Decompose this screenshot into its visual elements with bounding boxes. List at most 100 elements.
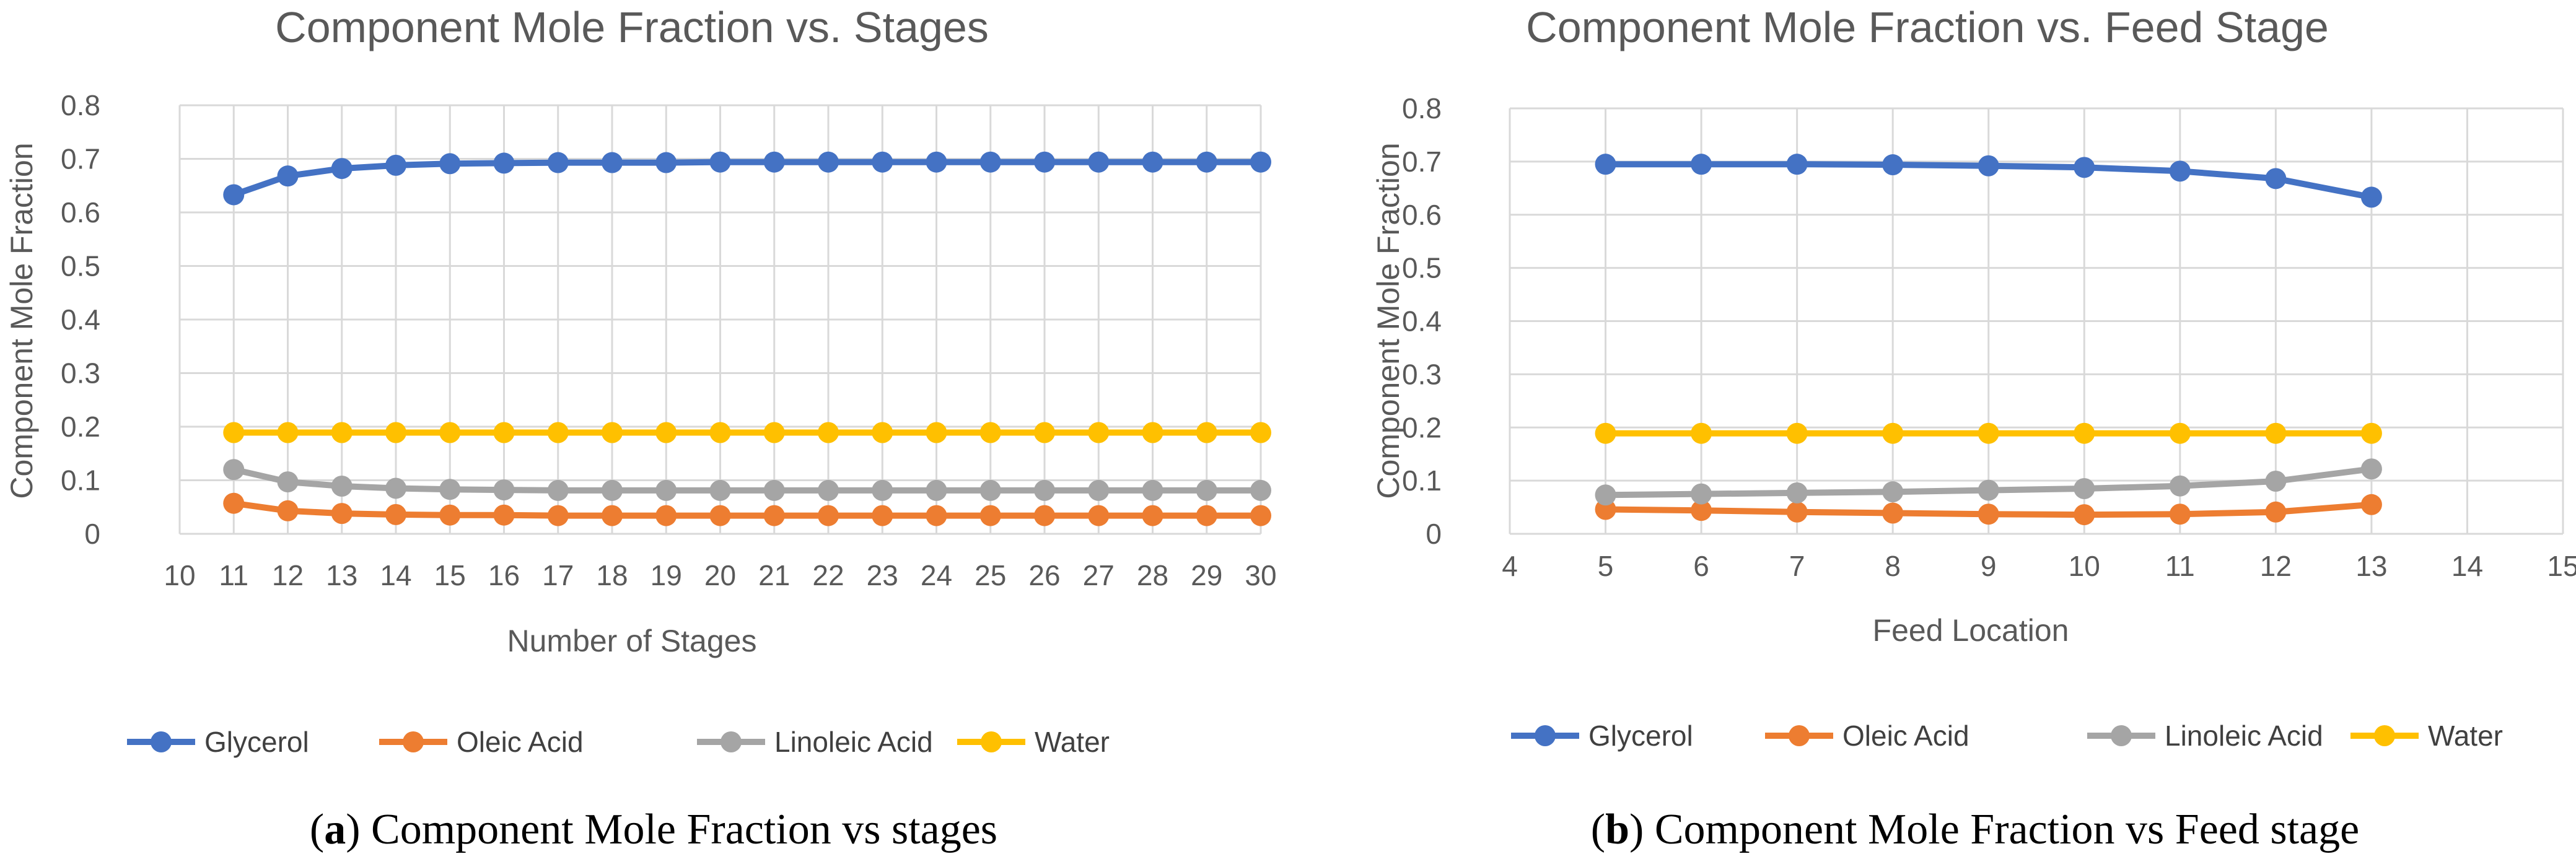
data-point-glycerol [1196,151,1217,173]
data-point-water [1196,422,1217,443]
data-point-glycerol [331,158,353,180]
data-point-glycerol [818,151,839,173]
data-point-glycerol [1786,154,1808,175]
data-point-water [1978,422,1999,444]
data-point-linoleic-acid [1250,479,1271,501]
data-point-linoleic-acid [655,479,677,501]
legend: Glycerol Oleic Acid Linoleic Acid Water [1511,720,2503,752]
data-point-linoleic-acid [1034,479,1055,501]
caption-text: Component Mole Fraction vs Feed stage [1655,806,2359,853]
data-point-linoleic-acid [1978,479,1999,501]
data-point-oleic-acid [2169,503,2191,525]
y-tick-label: 0.4 [1402,305,1442,338]
legend-marker-water [981,731,1002,752]
caption-text: Component Mole Fraction vs stages [371,806,997,853]
x-tick-label: 12 [2260,550,2292,582]
tick-labels: 0 0.1 0.2 0.3 0.4 0.5 0.6 0.7 0.8 10 11 12 13 14 15 16 1… [61,89,1277,591]
x-tick-label: 24 [921,559,952,591]
x-tick-label: 13 [326,559,357,591]
data-point-oleic-acid [2074,504,2095,526]
y-tick-label: 0.6 [1402,199,1442,231]
data-point-glycerol [2169,160,2191,182]
x-tick-label: 26 [1028,559,1060,591]
data-point-water [1691,422,1712,444]
data-point-linoleic-acid [331,476,353,497]
y-tick-label: 0.5 [1402,252,1442,284]
data-point-glycerol [2265,168,2287,190]
data-point-glycerol [385,154,406,176]
data-point-water [277,422,299,443]
data-point-linoleic-acid [547,479,569,501]
data-point-oleic-acid [1250,505,1271,526]
data-point-oleic-acid [277,500,299,521]
x-tick-label: 29 [1191,559,1222,591]
x-tick-label: 15 [434,559,466,591]
data-point-linoleic-acid [2360,458,2382,480]
x-tick-label: 14 [380,559,411,591]
x-tick-label: 21 [758,559,790,591]
x-tick-label: 8 [1885,550,1901,582]
data-point-glycerol [223,184,245,206]
figure-caption: (a) Component Mole Fraction vs stages [310,806,997,853]
y-tick-label: 0.3 [1402,358,1442,390]
data-point-linoleic-acid [385,477,406,499]
x-tick-label: 18 [596,559,628,591]
data-point-oleic-acid [1196,505,1217,526]
data-point-linoleic-acid [2169,475,2191,497]
chart-a-svg: Component Mole Fraction vs. Stages Numbe… [4,3,1277,853]
data-point-water [1595,422,1616,444]
y-tick-label: 0.7 [1402,146,1442,178]
y-tick-label: 0.7 [61,143,100,175]
data-point-oleic-acid [2265,501,2287,523]
data-point-glycerol [1142,151,1163,173]
data-point-linoleic-acid [439,479,461,500]
caption-letter: b [1605,806,1629,853]
data-point-oleic-acid [547,505,569,526]
y-tick-label: 0.8 [1402,92,1442,124]
data-point-water [493,422,515,443]
data-point-water [547,422,569,443]
data-point-oleic-acid [1142,505,1163,526]
x-tick-label: 23 [867,559,898,591]
data-point-water [979,422,1001,443]
data-point-oleic-acid [926,505,947,526]
data-point-glycerol [2074,157,2095,178]
x-tick-label: 6 [1693,550,1709,582]
x-tick-label: 5 [1598,550,1614,582]
legend-label-water: Water [1035,726,1110,758]
data-point-water [926,422,947,443]
x-tick-label: 11 [219,559,248,591]
x-tick-label: 9 [1981,550,1997,582]
data-point-water [331,422,353,443]
data-point-linoleic-acid [493,479,515,501]
data-point-linoleic-acid [1595,484,1616,506]
y-tick-label: 0.1 [61,464,100,497]
data-point-oleic-acid [655,505,677,526]
data-point-water [1142,422,1163,443]
data-point-linoleic-acid [1882,481,1904,503]
x-tick-label: 16 [488,559,520,591]
legend-marker-oleic-acid [1789,725,1810,746]
data-point-oleic-acid [385,503,406,525]
chart-b-svg: Component Mole Fraction vs. Feed Stage F… [1371,3,2576,853]
y-tick-label: 0.8 [61,89,100,121]
data-point-water [1786,422,1808,444]
x-tick-label: 19 [651,559,682,591]
chart-title: Component Mole Fraction vs. Feed Stage [1526,3,2329,51]
data-point-water [223,422,245,443]
data-point-water [1250,422,1271,443]
data-point-linoleic-acid [1196,479,1217,501]
data-point-glycerol [872,151,893,173]
data-point-glycerol [1882,154,1904,176]
y-tick-label: 0.6 [61,196,100,229]
y-tick-label: 0.3 [61,357,100,390]
data-point-glycerol [709,151,731,173]
data-point-oleic-acid [872,505,893,526]
data-point-water [439,422,461,443]
chart-panel-a: Component Mole Fraction vs. Stages Numbe… [4,3,1277,853]
data-point-linoleic-acid [872,479,893,501]
y-tick-label: 0.2 [61,411,100,443]
data-point-oleic-acid [1691,500,1712,521]
data-point-linoleic-acid [1786,482,1808,503]
